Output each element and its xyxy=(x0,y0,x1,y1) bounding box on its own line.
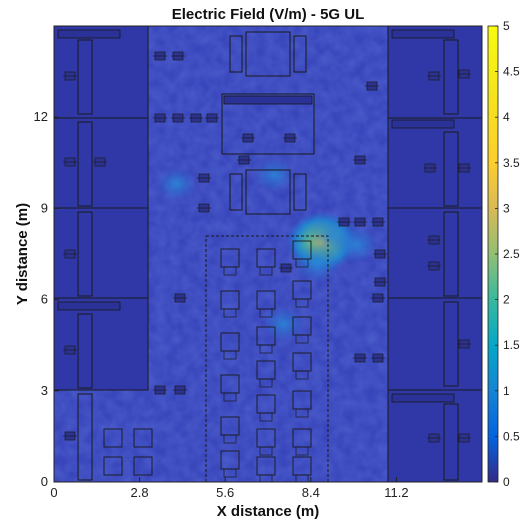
colorbar-ticks: 0 0.5 1 1.5 2 2.5 3 3.5 4 4.5 5 xyxy=(495,19,520,489)
seat-base xyxy=(223,392,237,402)
hatched-strip xyxy=(57,301,121,311)
y-tick-label: 9 xyxy=(41,200,48,215)
seating-zone xyxy=(205,235,329,482)
seat-base xyxy=(259,378,273,388)
seat-base xyxy=(259,344,273,354)
room-right-3 xyxy=(387,207,482,299)
seat-base xyxy=(223,468,237,478)
wardrobe-outline xyxy=(77,313,93,389)
table-top xyxy=(245,31,291,77)
colorbar-tick-label: 2 xyxy=(503,293,510,307)
seat-base xyxy=(259,308,273,318)
counter-strip xyxy=(223,95,313,105)
wardrobe-outline xyxy=(443,211,459,297)
x-tick-label: 8.4 xyxy=(302,485,320,500)
seat-base xyxy=(223,434,237,444)
y-tick-label: 3 xyxy=(41,383,48,398)
room-right-2 xyxy=(387,117,482,209)
wardrobe-outline xyxy=(443,403,459,481)
seat xyxy=(133,428,153,448)
fixture-layer xyxy=(63,51,471,443)
wardrobe-outline xyxy=(443,131,459,207)
table-mid-bench xyxy=(229,173,243,211)
seat xyxy=(103,456,123,476)
seat-base xyxy=(259,412,273,422)
colorbar-tick-label: 5 xyxy=(503,19,510,33)
table-top-bench xyxy=(293,35,307,73)
hotspot-layer xyxy=(156,158,379,342)
y-tick-label: 12 xyxy=(34,109,48,124)
seat-base xyxy=(295,370,309,380)
x-tick-label: 0 xyxy=(50,485,57,500)
field-hotspot xyxy=(262,306,305,342)
colorbar-tick-label: 0 xyxy=(503,475,510,489)
plot-area xyxy=(54,26,482,482)
y-axis-label: Y distance (m) xyxy=(14,203,31,305)
seat-base xyxy=(295,298,309,308)
colorbar-tick-label: 1.5 xyxy=(503,338,520,352)
colorbar-tick-label: 4.5 xyxy=(503,65,520,79)
field-hotspot xyxy=(334,226,379,264)
seat xyxy=(133,456,153,476)
colorbar-tick-label: 2.5 xyxy=(503,247,520,261)
hatched-strip xyxy=(391,393,455,403)
field-hotspot xyxy=(293,243,341,284)
seat xyxy=(103,428,123,448)
seat-base xyxy=(295,446,309,456)
y-axis: 0 3 6 9 12 xyxy=(34,109,59,489)
hatched-strip xyxy=(391,119,455,129)
seat-base xyxy=(295,334,309,344)
x-axis-label: X distance (m) xyxy=(217,503,320,520)
colorbar-tick-label: 3.5 xyxy=(503,156,520,170)
field-hotspot xyxy=(156,167,197,201)
y-tick-label: 6 xyxy=(41,292,48,307)
x-tick-label: 11.2 xyxy=(384,485,408,500)
wardrobe-outline xyxy=(77,39,93,115)
seat-base xyxy=(295,258,309,268)
seat-base xyxy=(223,266,237,276)
axes-frame xyxy=(53,25,483,483)
room-left-4 xyxy=(54,297,149,391)
colorbar-tick-label: 4 xyxy=(503,110,510,124)
seat-base xyxy=(259,266,273,276)
x-tick-label: 2.8 xyxy=(131,485,149,500)
seat-base xyxy=(259,474,273,482)
hatched-strip xyxy=(391,29,455,39)
seat-base xyxy=(223,350,237,360)
seat-base xyxy=(295,408,309,418)
seat-layer xyxy=(103,240,312,482)
colorbar-tick-label: 1 xyxy=(503,384,510,398)
table-mid xyxy=(245,169,291,215)
y-tick-label: 0 xyxy=(41,474,48,489)
wardrobe-outline xyxy=(77,393,93,481)
seat-base xyxy=(259,446,273,456)
seat-base xyxy=(295,474,309,482)
wardrobe-outline xyxy=(443,39,459,115)
x-axis: 0 2.8 5.6 8.4 11.2 xyxy=(50,477,409,500)
counter xyxy=(221,93,315,155)
field-hotspot xyxy=(254,158,295,192)
wardrobe-outline xyxy=(77,211,93,297)
x-tick-label: 5.6 xyxy=(216,485,234,500)
table-mid-bench xyxy=(293,173,307,211)
chart-title: Electric Field (V/m) - 5G UL xyxy=(172,6,365,23)
colorbar-tick-label: 3 xyxy=(503,201,510,215)
table-top-bench xyxy=(229,35,243,73)
seat-base xyxy=(223,308,237,318)
colorbar-tick-label: 0.5 xyxy=(503,429,520,443)
wardrobe-outline xyxy=(77,121,93,207)
hatched-strip xyxy=(57,29,121,39)
